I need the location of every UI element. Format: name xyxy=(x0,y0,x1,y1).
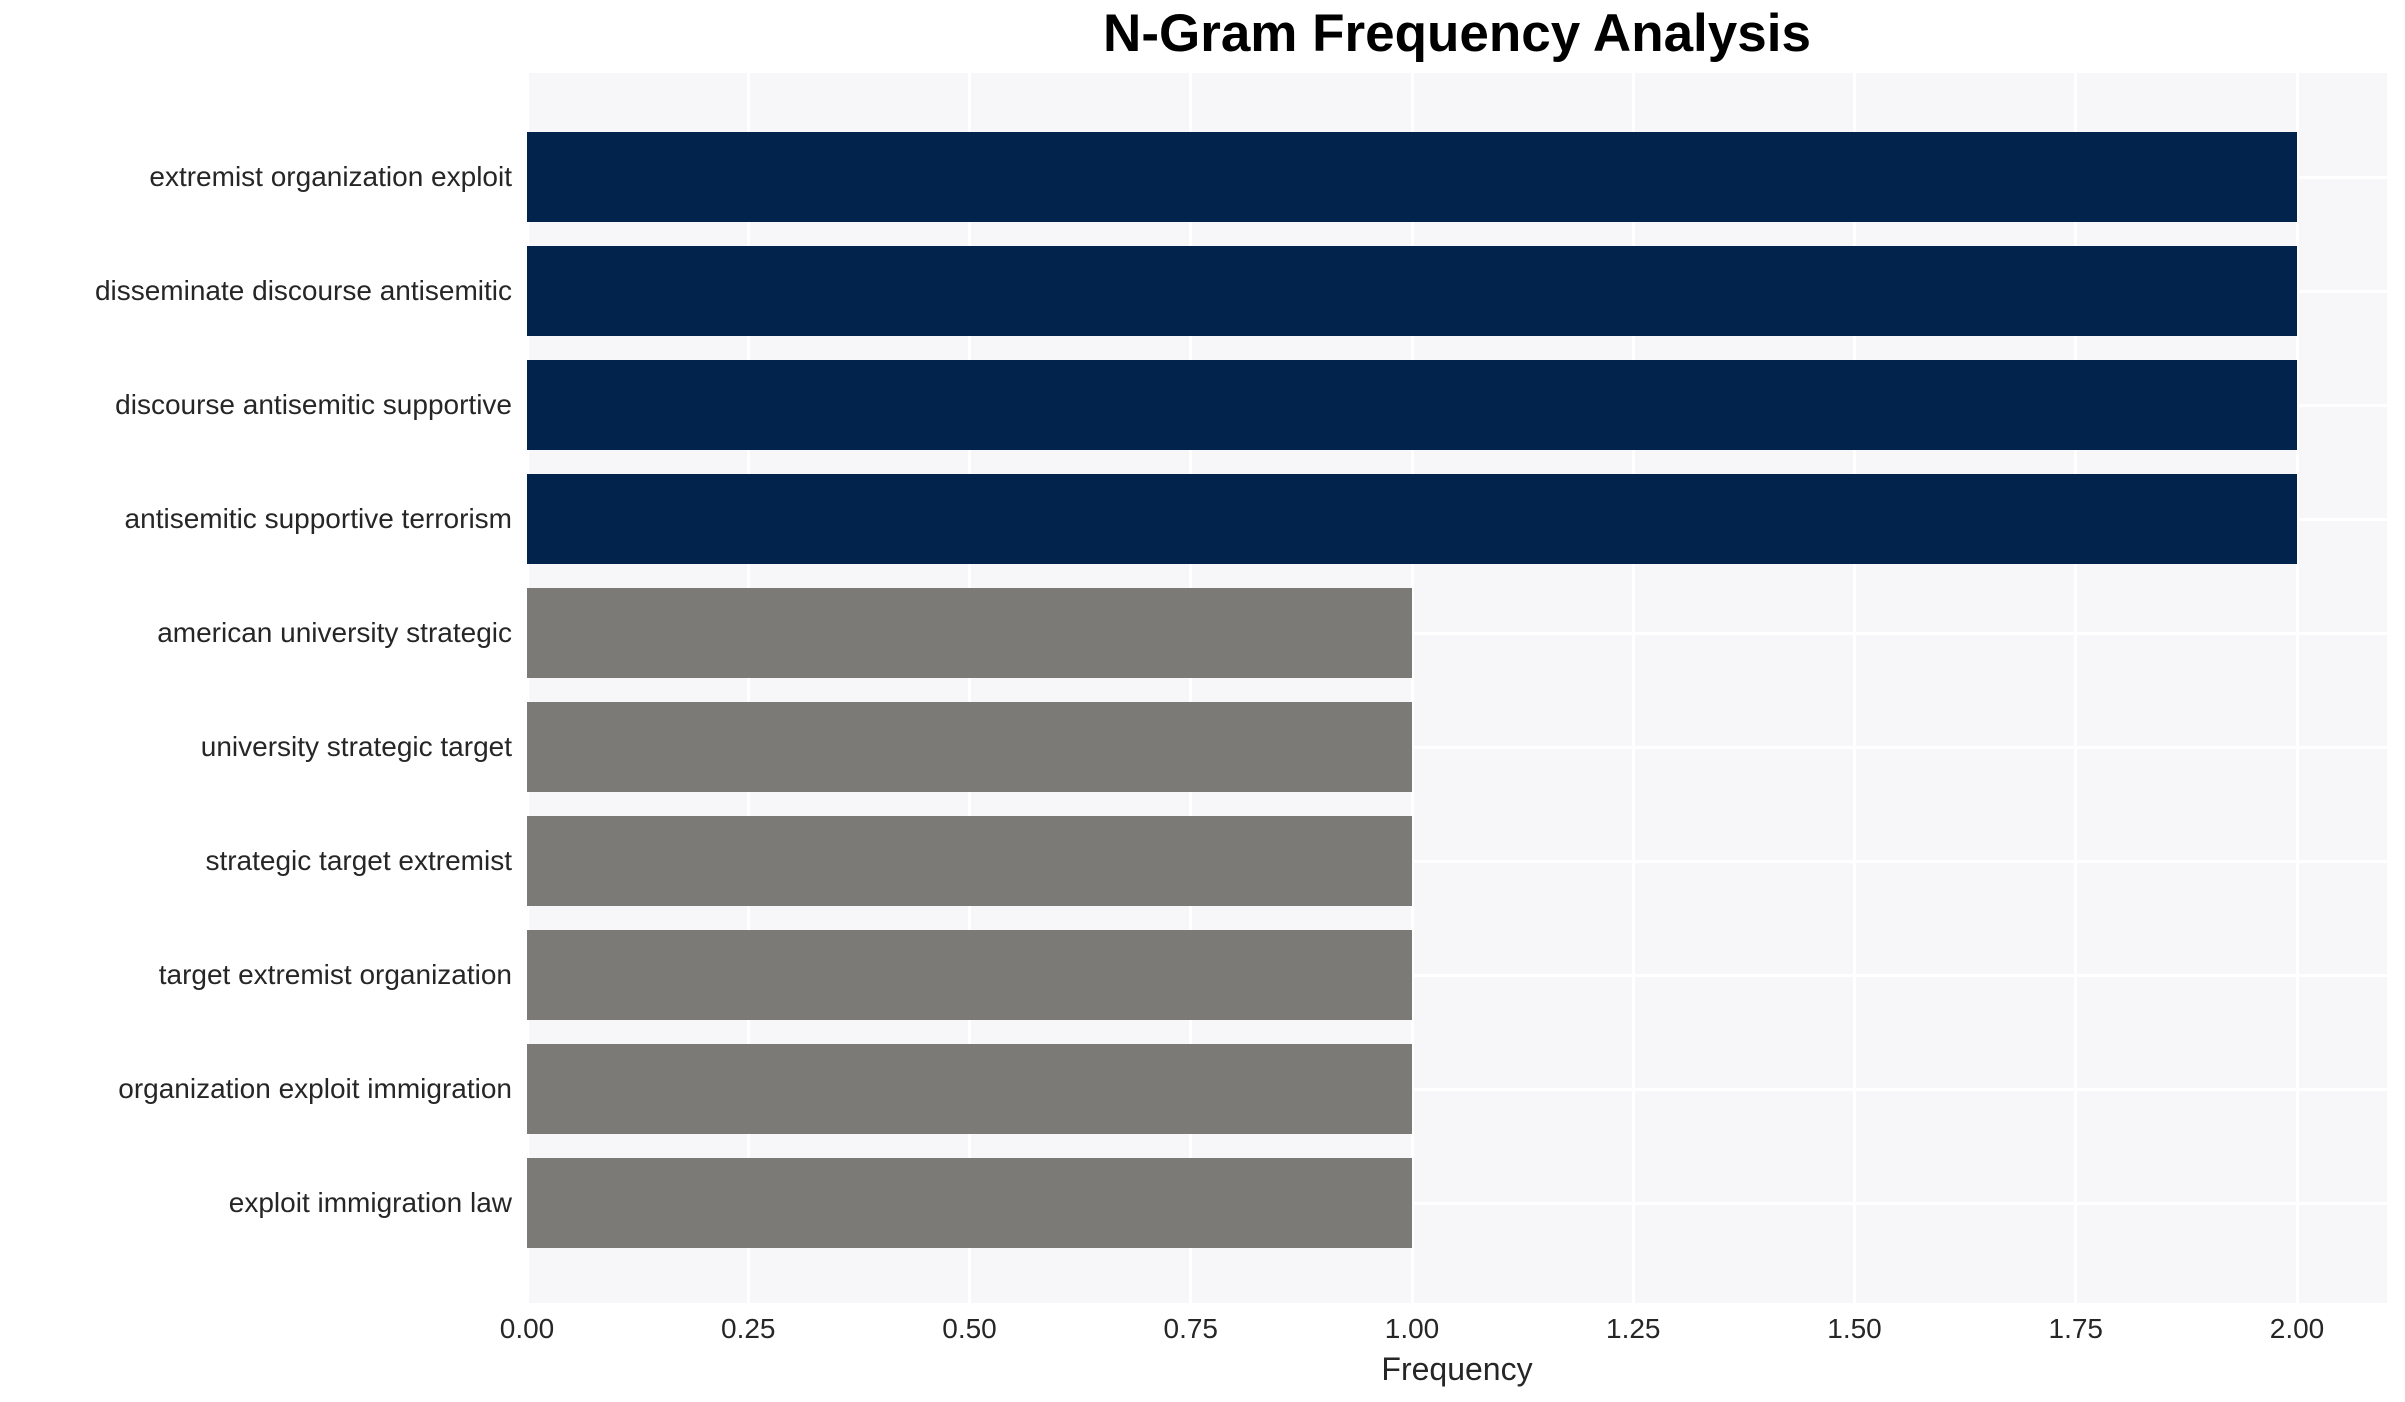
v-gridline xyxy=(525,73,529,1303)
x-tick-label: 1.25 xyxy=(1606,1313,1661,1344)
x-tick-label: 1.00 xyxy=(1384,1313,1440,1344)
y-tick-label: discourse antisemitic supportive xyxy=(115,389,512,420)
x-tick-label: 1.75 xyxy=(2048,1313,2104,1344)
bar xyxy=(527,360,2297,450)
bar xyxy=(527,474,2297,564)
v-gridline xyxy=(1189,73,1193,1303)
v-gridline xyxy=(2074,73,2078,1303)
h-gridline xyxy=(527,859,2387,863)
h-gridline xyxy=(527,631,2387,635)
x-axis-label: Frequency xyxy=(1381,1351,1533,1387)
bar xyxy=(527,588,1412,678)
y-tick-label: extremist organization exploit xyxy=(149,161,512,192)
bar xyxy=(527,1158,1412,1248)
v-gridline xyxy=(746,73,750,1303)
bar xyxy=(527,1044,1412,1134)
y-tick-label: strategic target extremist xyxy=(205,845,512,876)
chart-title: N-Gram Frequency Analysis xyxy=(1103,4,1811,63)
x-tick-label: 0.00 xyxy=(499,1313,555,1344)
y-tick-label: target extremist organization xyxy=(158,959,512,990)
x-tick-label: 0.50 xyxy=(942,1313,997,1344)
x-tick-label: 0.25 xyxy=(721,1313,776,1344)
y-tick-label: disseminate discourse antisemitic xyxy=(94,275,512,306)
h-gridline xyxy=(527,745,2387,749)
x-tick-label: 0.75 xyxy=(1163,1313,1219,1344)
bar xyxy=(527,132,2297,222)
y-tick-label: antisemitic supportive terrorism xyxy=(124,503,512,534)
bar xyxy=(527,246,2297,336)
v-gridline xyxy=(1631,73,1635,1303)
bar xyxy=(527,816,1412,906)
x-tick-label: 2.00 xyxy=(2269,1313,2325,1344)
v-gridline xyxy=(2295,73,2299,1303)
h-gridline xyxy=(527,1087,2387,1091)
x-tick-label: 1.50 xyxy=(1827,1313,1882,1344)
y-tick-label: university strategic target xyxy=(200,731,512,762)
h-gridline xyxy=(527,973,2387,977)
bar xyxy=(527,930,1412,1020)
y-tick-label: exploit immigration law xyxy=(228,1187,512,1218)
v-gridline xyxy=(1410,73,1414,1303)
y-tick-label: american university strategic xyxy=(157,617,512,648)
bar xyxy=(527,702,1412,792)
h-gridline xyxy=(527,1201,2387,1205)
v-gridline xyxy=(968,73,971,1303)
y-tick-label: organization exploit immigration xyxy=(118,1073,512,1104)
plot-area xyxy=(525,73,2387,1303)
v-gridline xyxy=(1853,73,1856,1303)
